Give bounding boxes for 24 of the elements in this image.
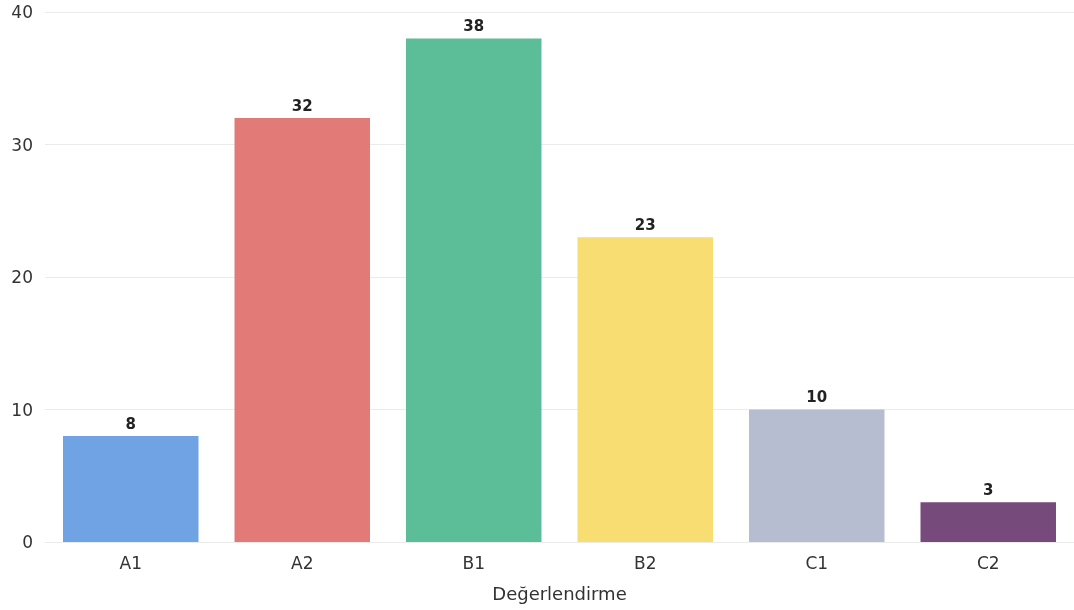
bar [749, 409, 885, 542]
data-label: 3 [983, 480, 994, 499]
data-label: 38 [463, 17, 485, 35]
x-tick-label: A1 [119, 552, 142, 573]
x-tick-label: C2 [976, 552, 1000, 573]
data-label: 32 [291, 96, 313, 115]
bar [63, 436, 199, 542]
y-tick-label: 10 [11, 399, 33, 420]
x-tick-label: C1 [805, 552, 829, 573]
y-tick-label: 20 [11, 267, 33, 287]
x-tick-label: B2 [634, 552, 657, 573]
y-tick-label: 30 [11, 134, 33, 155]
x-axis-title: Değerlendirme [492, 582, 627, 604]
bar [406, 38, 542, 542]
data-label: 23 [634, 215, 656, 234]
data-label: 10 [806, 388, 828, 406]
bar [577, 237, 713, 542]
bar [234, 118, 370, 542]
x-tick-label: B1 [462, 552, 485, 573]
bar [920, 502, 1056, 542]
y-tick-label: 40 [11, 2, 33, 22]
y-tick-label: 0 [22, 532, 33, 552]
x-tick-label: A2 [291, 552, 314, 573]
data-label: 8 [125, 414, 136, 433]
